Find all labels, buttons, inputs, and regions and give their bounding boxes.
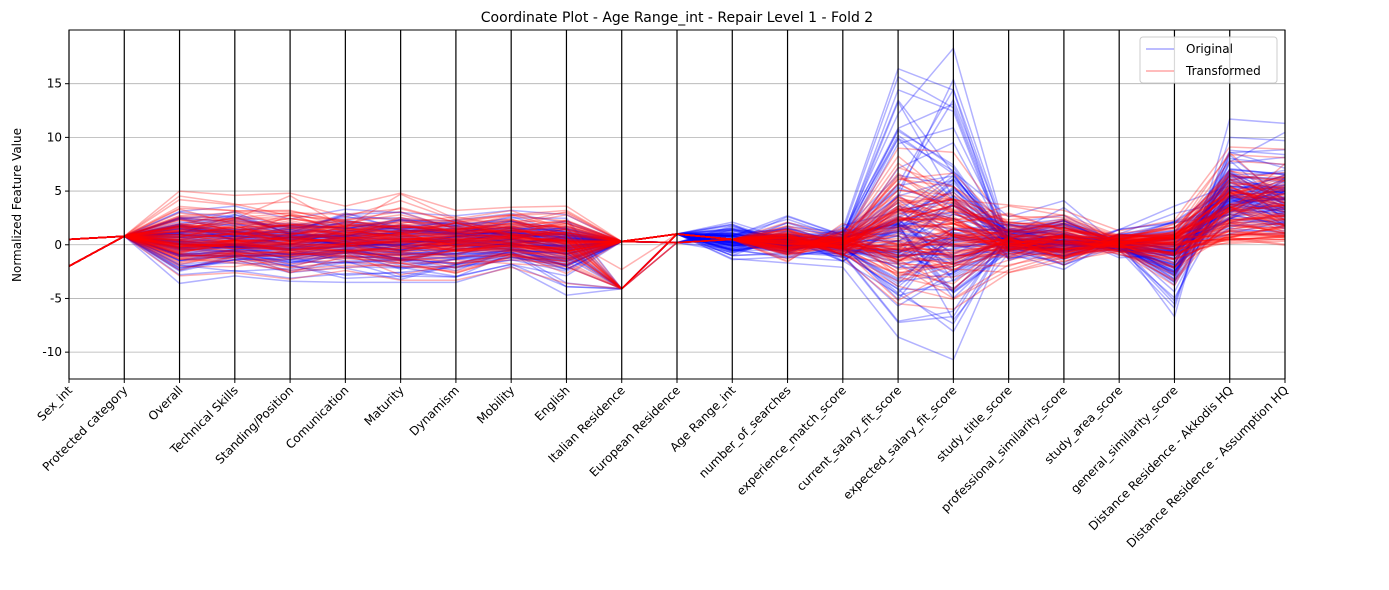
legend-label: Transformed: [1185, 64, 1261, 78]
x-tick-label: general_similarity_score: [1068, 383, 1181, 496]
y-tick-label: 0: [54, 238, 62, 252]
x-tick-label: Maturity: [361, 383, 406, 428]
y-tick-label: -5: [50, 291, 62, 305]
x-tick-label: Mobility: [474, 383, 517, 426]
x-tick-label: experience_match_score: [734, 383, 849, 498]
x-tick-label: expected_salary_fit_score: [840, 383, 959, 502]
x-tick-label: Overall: [145, 383, 185, 423]
x-tick-label: current_salary_fit_score: [794, 383, 904, 493]
chart-title: Coordinate Plot - Age Range_int - Repair…: [481, 10, 873, 26]
legend: Original Transformed: [1139, 36, 1278, 84]
legend-label: Original: [1186, 42, 1233, 56]
x-tick-label: English: [532, 383, 573, 424]
legend-box: [1139, 36, 1278, 84]
x-tick-label: Sex_int: [34, 383, 75, 424]
x-tick-label: European Residence: [587, 383, 683, 479]
y-axis-label: Normalized Feature Value: [10, 128, 24, 282]
y-axis-ticks: -10 -5 0 5 10 15: [42, 77, 69, 359]
y-tick-label: 15: [47, 77, 62, 91]
y-tick-label: 5: [54, 184, 62, 198]
x-tick-label: number_of_searches: [696, 383, 794, 481]
y-tick-label: 10: [47, 130, 62, 144]
x-tick-label: Dynamism: [407, 383, 462, 438]
y-tick-label: -10: [42, 345, 62, 359]
